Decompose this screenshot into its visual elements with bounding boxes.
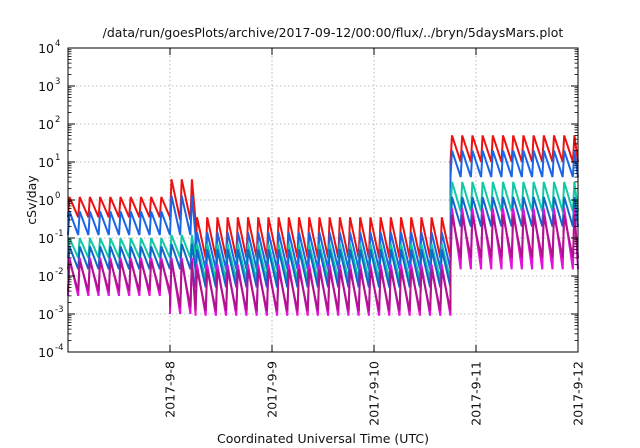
y-tick-exponent: -4 bbox=[55, 343, 63, 353]
y-tick-label: 10 bbox=[38, 345, 54, 360]
y-axis-label: cSv/day bbox=[24, 175, 39, 225]
x-tick-label: 2017-9-11 bbox=[469, 361, 484, 426]
series-line bbox=[67, 214, 579, 312]
y-tick-exponent: -2 bbox=[55, 267, 63, 277]
series-line bbox=[67, 196, 579, 288]
y-tick-exponent: 4 bbox=[55, 39, 60, 49]
x-tick-label: 2017-9-12 bbox=[571, 361, 586, 426]
y-tick-exponent: 2 bbox=[55, 115, 60, 125]
series-line bbox=[67, 181, 579, 280]
x-axis-label: Coordinated Universal Time (UTC) bbox=[217, 431, 429, 446]
y-tick-exponent: 0 bbox=[55, 191, 60, 201]
y-tick-label: 10 bbox=[38, 117, 54, 132]
x-tick-label: 2017-9-9 bbox=[265, 361, 280, 418]
y-tick-label: 10 bbox=[38, 41, 54, 56]
x-tick-label: 2017-9-8 bbox=[163, 361, 178, 418]
y-tick-label: 10 bbox=[38, 155, 54, 170]
y-tick-label: 10 bbox=[38, 269, 54, 284]
y-tick-label: 10 bbox=[38, 193, 54, 208]
series-line bbox=[67, 150, 579, 270]
y-tick-exponent: -1 bbox=[55, 229, 63, 239]
y-tick-exponent: -3 bbox=[55, 305, 63, 315]
y-tick-label: 10 bbox=[38, 307, 54, 322]
series-layer bbox=[67, 135, 579, 316]
chart-title: /data/run/goesPlots/archive/2017-09-12/0… bbox=[103, 25, 564, 40]
y-tick-exponent: 1 bbox=[55, 153, 60, 163]
y-tick-exponent: 3 bbox=[55, 77, 60, 87]
y-tick-label: 10 bbox=[38, 79, 54, 94]
x-axis: 2017-9-8 2017-9-9 2017-9-10 2017-9-11 2017-9… bbox=[163, 48, 586, 426]
x-tick-label: 2017-9-10 bbox=[367, 361, 382, 426]
y-tick-label: 10 bbox=[38, 231, 54, 246]
